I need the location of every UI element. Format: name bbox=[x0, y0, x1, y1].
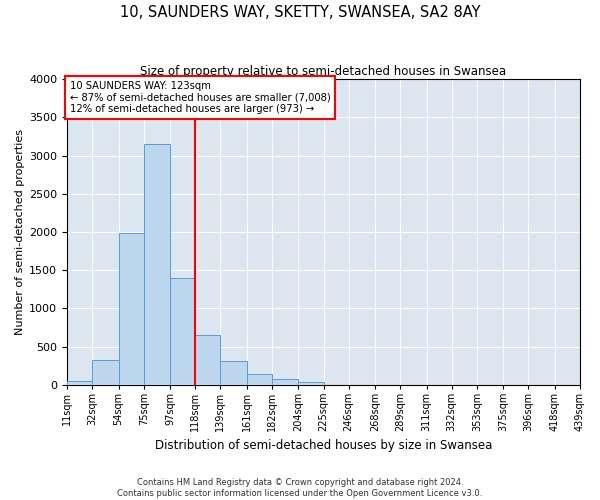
Title: Size of property relative to semi-detached houses in Swansea: Size of property relative to semi-detach… bbox=[140, 65, 506, 78]
Bar bbox=[144, 144, 170, 384]
Bar bbox=[220, 361, 247, 384]
Text: 10 SAUNDERS WAY: 123sqm
← 87% of semi-detached houses are smaller (7,008)
12% of: 10 SAUNDERS WAY: 123sqm ← 87% of semi-de… bbox=[70, 80, 331, 114]
Text: Contains HM Land Registry data © Crown copyright and database right 2024.
Contai: Contains HM Land Registry data © Crown c… bbox=[118, 478, 482, 498]
Bar bbox=[92, 360, 119, 384]
Bar bbox=[247, 374, 272, 384]
Y-axis label: Number of semi-detached properties: Number of semi-detached properties bbox=[15, 129, 25, 335]
Text: 10, SAUNDERS WAY, SKETTY, SWANSEA, SA2 8AY: 10, SAUNDERS WAY, SKETTY, SWANSEA, SA2 8… bbox=[120, 5, 480, 20]
Bar bbox=[272, 379, 298, 384]
Bar bbox=[119, 234, 144, 384]
Bar bbox=[298, 382, 323, 384]
Bar bbox=[195, 335, 220, 384]
Bar bbox=[170, 278, 195, 384]
Bar bbox=[67, 381, 92, 384]
X-axis label: Distribution of semi-detached houses by size in Swansea: Distribution of semi-detached houses by … bbox=[155, 440, 492, 452]
